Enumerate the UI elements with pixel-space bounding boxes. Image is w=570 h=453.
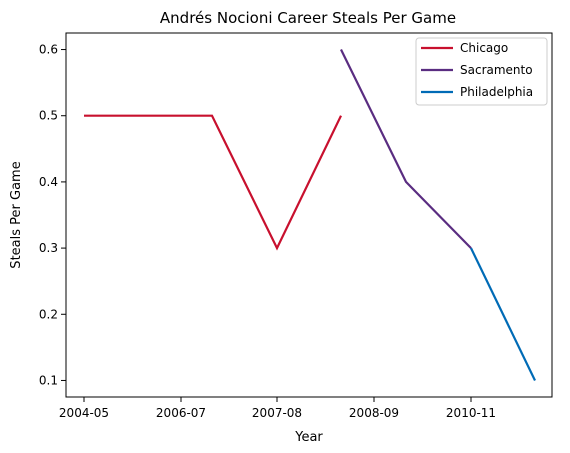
x-tick-label: 2004-05 [59, 406, 109, 420]
x-tick-label: 2010-11 [446, 406, 496, 420]
chart-title: Andrés Nocioni Career Steals Per Game [160, 9, 456, 27]
series-line-chicago [84, 114, 342, 251]
y-tick-label: 0.3 [39, 241, 58, 255]
y-axis-label: Steals Per Game [9, 161, 24, 268]
y-tick-label: 0.6 [39, 43, 58, 57]
x-axis-label: Year [294, 430, 323, 445]
series-lines [84, 49, 536, 381]
plot-area-frame [65, 32, 553, 398]
series-line-philadelphia [470, 247, 536, 381]
x-tick-label: 2006-07 [156, 406, 206, 420]
legend-label: Chicago [460, 41, 508, 55]
legend: Chicago Sacramento Philadelphia [415, 37, 548, 106]
y-tick-label: 0.4 [39, 175, 58, 189]
x-tick-label: 2008-09 [349, 406, 399, 420]
legend-label: Philadelphia [460, 85, 533, 99]
series-line-sacramento [340, 49, 472, 249]
legend-label: Sacramento [460, 63, 533, 77]
x-tick-label: 2007-08 [252, 406, 302, 420]
y-tick-label: 0.2 [39, 307, 58, 321]
legend-box [415, 37, 548, 106]
y-tick-label: 0.1 [39, 373, 58, 387]
y-tick-label: 0.5 [39, 109, 58, 123]
axis-ticks: 2004-05 2006-07 2007-08 2008-09 2010-11 0.1 0.… [39, 43, 496, 420]
